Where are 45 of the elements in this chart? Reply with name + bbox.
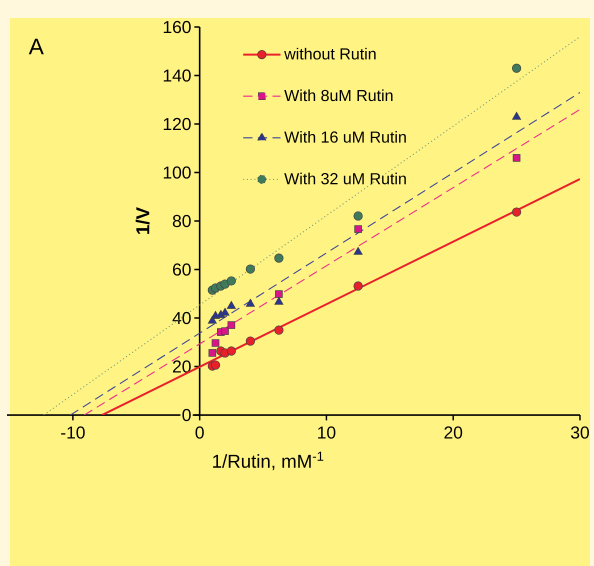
point [274,326,284,335]
x-tick-label: 10 [318,426,336,439]
point [274,296,284,305]
annotation: A [28,38,44,54]
point [246,298,255,307]
point [275,290,283,298]
point [226,346,236,356]
point [354,246,363,255]
y-tick-label: 40 [172,312,191,324]
x-tick-label: 20 [444,426,462,439]
point [221,327,229,335]
point [354,281,363,291]
x-tick-label: 0 [196,426,204,439]
y-tick-label: 60 [172,263,191,276]
y-tick-label: 120 [164,118,191,130]
y-tick-label: 140 [164,69,191,82]
point [226,276,236,286]
x-tick-label: -10 [61,426,85,439]
point [274,254,284,263]
y-tick-label: 160 [164,20,191,34]
y-tick-label: 80 [172,214,191,228]
point [228,321,236,329]
point [212,339,220,347]
y-axis-title: 1/V [136,207,150,234]
point [512,112,522,120]
point [512,154,520,162]
y-tick-label: 0 [182,408,191,422]
point [246,336,255,346]
point [226,301,236,309]
y-tick-label: 100 [164,166,191,179]
point [210,360,220,370]
legend-label: without Rutin [284,48,376,60]
x-tick-label: 30 [571,426,589,439]
point [512,64,522,73]
y-tick-label: 20 [172,360,191,373]
point [512,207,522,217]
legend-label: With 16 uM Rutin [284,131,406,143]
point [246,264,255,274]
point [208,349,216,357]
point [354,211,363,221]
legend-label: With 8uM Rutin [284,89,392,102]
point [354,225,362,233]
legend-label: With 32 uM Rutin [284,172,406,184]
point [220,308,230,316]
x-axis-title: 1/Rutin, mM$^{-1}$ [213,452,324,470]
